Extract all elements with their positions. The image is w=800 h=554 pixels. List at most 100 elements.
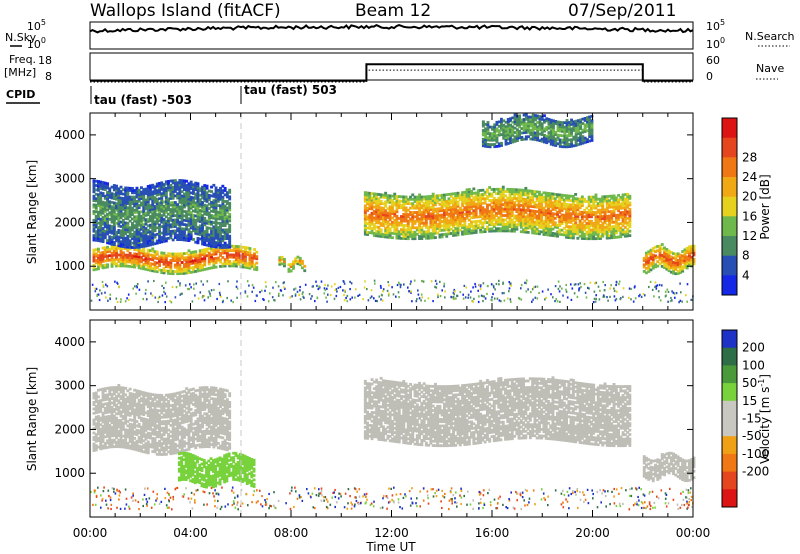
power-cell	[158, 262, 161, 265]
power-cell	[379, 208, 383, 212]
power-cell	[463, 223, 467, 227]
power-cell	[117, 202, 121, 206]
power-cell	[515, 134, 519, 138]
power-cell	[581, 139, 585, 143]
power-cell	[278, 262, 282, 266]
power-cell	[562, 200, 566, 204]
power-cell	[128, 197, 132, 201]
power-cell	[368, 218, 372, 221]
power-cell	[149, 208, 152, 212]
power-cell	[162, 258, 166, 262]
power-cell	[212, 199, 216, 203]
power-cell	[553, 201, 557, 205]
power-cell	[115, 255, 118, 259]
power-cell	[395, 223, 399, 227]
power-cell	[411, 224, 415, 227]
power-cell	[196, 254, 200, 257]
power-cell	[504, 227, 507, 231]
power-cell	[590, 132, 594, 136]
power-cell	[626, 203, 630, 207]
power-cell	[115, 253, 118, 257]
power-cell	[377, 228, 381, 231]
power-cell	[567, 220, 571, 224]
power-cell	[169, 216, 173, 220]
power-cell	[189, 202, 193, 206]
power-cell	[486, 205, 489, 209]
power-cell	[124, 212, 128, 216]
power-cell	[250, 254, 254, 257]
power-cell	[547, 118, 551, 121]
power-cell	[501, 190, 505, 193]
power-cell	[237, 256, 241, 259]
power-cell	[219, 246, 222, 249]
power-cell	[112, 186, 116, 190]
power-cell	[542, 219, 546, 223]
power-cell	[518, 136, 521, 140]
power-cell	[588, 115, 592, 119]
power-cell	[594, 232, 598, 236]
power-cell	[94, 238, 98, 242]
power-cell	[409, 217, 412, 221]
power-cell	[124, 214, 128, 218]
power-cell	[409, 211, 412, 214]
power-cell	[542, 206, 546, 210]
power-cell	[228, 234, 232, 238]
power-cell	[638, 295, 640, 298]
power-cell	[474, 193, 478, 197]
power-cell	[400, 206, 403, 210]
power-cell	[508, 203, 512, 207]
power-cell	[461, 208, 464, 212]
power-cell	[690, 247, 694, 250]
power-cell	[531, 126, 535, 130]
power-cell	[375, 205, 379, 209]
power-cell	[506, 142, 510, 145]
power-cell	[133, 252, 137, 256]
power-cell	[658, 257, 662, 261]
power-cell	[189, 198, 193, 201]
power-cell	[443, 198, 446, 201]
power-cell	[142, 231, 146, 235]
power-cell	[532, 298, 534, 301]
power-cell	[587, 224, 591, 227]
power-cell	[434, 216, 437, 220]
power-cell	[192, 218, 195, 222]
power-cell	[452, 199, 455, 202]
power-cell	[374, 299, 377, 302]
power-cell	[196, 239, 200, 242]
power-cell	[510, 210, 514, 213]
power-cell	[250, 258, 254, 262]
power-cell	[235, 256, 238, 259]
power-cell	[94, 197, 98, 201]
power-cell	[556, 206, 559, 210]
power-cell	[549, 134, 553, 137]
power-cell	[223, 249, 227, 253]
power-cell	[368, 200, 372, 204]
power-cell	[194, 205, 198, 209]
power-cell	[169, 214, 173, 218]
power-cell	[198, 228, 202, 232]
power-cell	[126, 297, 128, 300]
power-cell	[587, 235, 591, 238]
power-cell	[538, 201, 541, 205]
power-cell	[384, 233, 388, 237]
power-cell	[248, 255, 252, 259]
power-cell	[121, 255, 125, 259]
power-cell	[590, 237, 593, 241]
power-cell	[219, 211, 222, 214]
power-cell	[388, 209, 392, 213]
power-cell	[149, 234, 152, 238]
power-cell	[409, 197, 412, 201]
power-cell	[581, 122, 585, 125]
power-cell	[133, 226, 137, 230]
power-cell	[465, 188, 469, 192]
power-cell	[375, 212, 379, 216]
power-cell	[583, 125, 587, 129]
power-cell	[574, 197, 578, 201]
power-cell	[187, 204, 191, 207]
power-cell	[493, 145, 497, 149]
power-cell	[603, 197, 607, 201]
power-cell	[124, 236, 128, 240]
power-cell	[576, 138, 580, 142]
power-cell	[526, 198, 530, 201]
power-cell	[603, 295, 606, 298]
